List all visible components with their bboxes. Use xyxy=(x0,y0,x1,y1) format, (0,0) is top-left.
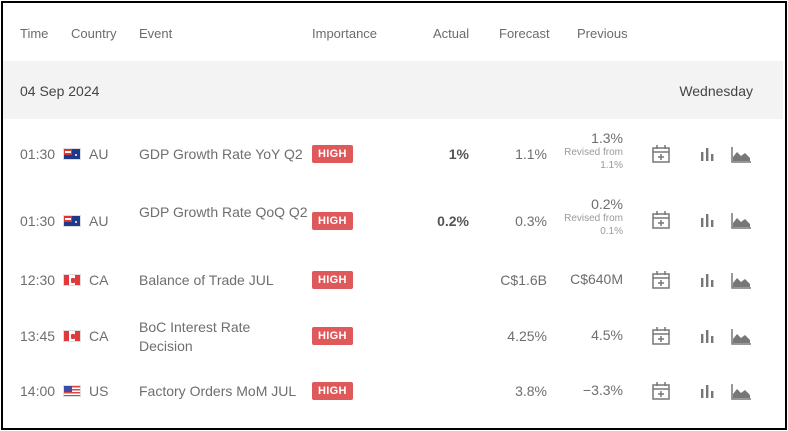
bar-chart-icon[interactable] xyxy=(696,325,718,347)
importance-badge: HIGH xyxy=(312,212,353,230)
country-code: CA xyxy=(89,272,109,288)
event-time: 14:00 xyxy=(20,383,56,399)
header-actual: Actual xyxy=(433,26,470,41)
previous-value: 4.5% xyxy=(591,327,623,343)
area-chart-icon[interactable] xyxy=(730,209,752,231)
table-row[interactable]: 01:30 AU GDP Growth Rate QoQ Q2 HIGH 0.2… xyxy=(3,187,785,252)
date-group-header: 04 Sep 2024 Wednesday xyxy=(3,61,783,119)
calendar-add-icon[interactable] xyxy=(650,325,672,347)
bar-chart-icon[interactable] xyxy=(696,380,718,402)
forecast-value: 0.3% xyxy=(515,213,547,229)
country-code: CA xyxy=(89,328,109,344)
table-row[interactable]: 01:30 AU GDP Growth Rate YoY Q2 HIGH 1% … xyxy=(3,119,785,187)
area-chart-icon[interactable] xyxy=(730,269,752,291)
bar-chart-icon[interactable] xyxy=(696,269,718,291)
importance-badge: HIGH xyxy=(312,382,353,400)
event-name[interactable]: BoC Interest Rate Decision xyxy=(139,319,251,354)
revised-value: 1.1% xyxy=(600,160,623,171)
calendar-add-icon[interactable] xyxy=(650,269,672,291)
table-row[interactable]: 14:00 US Factory Orders MoM JUL HIGH 3.8… xyxy=(3,363,785,418)
calendar-add-icon[interactable] xyxy=(650,380,672,402)
area-chart-icon[interactable] xyxy=(730,380,752,402)
area-chart-icon[interactable] xyxy=(730,325,752,347)
event-time: 01:30 xyxy=(20,146,56,162)
country-code: AU xyxy=(89,213,109,229)
weekday-label: Wednesday xyxy=(679,83,753,99)
event-time: 13:45 xyxy=(20,328,56,344)
united-states-flag-icon xyxy=(63,385,81,397)
event-time: 12:30 xyxy=(20,272,56,288)
previous-value: C$640M xyxy=(570,271,623,287)
forecast-value: 1.1% xyxy=(515,146,547,162)
importance-badge: HIGH xyxy=(312,145,353,163)
country-code: AU xyxy=(89,146,109,162)
actual-value: 1% xyxy=(448,146,469,162)
header-importance: Importance xyxy=(312,26,378,41)
table-row[interactable]: 12:30 CA Balance of Trade JUL HIGH C$1.6… xyxy=(3,252,785,307)
revised-label: Revised from xyxy=(564,147,623,158)
previous-value: 0.2% Revised from 0.1% xyxy=(564,197,623,238)
calendar-add-icon[interactable] xyxy=(650,209,672,231)
header-event: Event xyxy=(139,26,173,41)
header-time: Time xyxy=(20,26,49,41)
revised-value: 0.1% xyxy=(600,226,623,237)
forecast-value: C$1.6B xyxy=(500,272,547,288)
bar-chart-icon[interactable] xyxy=(696,209,718,231)
header-forecast: Forecast xyxy=(499,26,550,41)
previous-number: 1.3% xyxy=(591,130,623,146)
canada-flag-icon xyxy=(63,274,81,286)
importance-badge: HIGH xyxy=(312,271,353,289)
importance-badge: HIGH xyxy=(312,327,353,345)
previous-number: 0.2% xyxy=(591,196,623,212)
header-previous: Previous xyxy=(577,26,628,41)
event-name[interactable]: GDP Growth Rate YoY Q2 xyxy=(139,146,303,162)
table-row[interactable]: 13:45 CA BoC Interest Rate Decision HIGH… xyxy=(3,307,785,363)
previous-value: −3.3% xyxy=(582,382,623,398)
table-header: Time Country Event Importance Actual For… xyxy=(3,3,785,61)
revised-label: Revised from xyxy=(564,213,623,224)
australia-flag-icon xyxy=(63,148,81,160)
forecast-value: 4.25% xyxy=(507,328,547,344)
actual-value: 0.2% xyxy=(437,213,469,229)
event-name[interactable]: Balance of Trade JUL xyxy=(139,272,274,288)
event-time: 01:30 xyxy=(20,213,56,229)
bar-chart-icon[interactable] xyxy=(696,143,718,165)
canada-flag-icon xyxy=(63,330,81,342)
header-country: Country xyxy=(71,26,117,41)
forecast-value: 3.8% xyxy=(515,383,547,399)
country-code: US xyxy=(89,383,109,399)
event-name[interactable]: Factory Orders MoM JUL xyxy=(139,383,297,399)
date-label: 04 Sep 2024 xyxy=(20,83,100,99)
area-chart-icon[interactable] xyxy=(730,143,752,165)
calendar-add-icon[interactable] xyxy=(650,143,672,165)
event-name[interactable]: GDP Growth Rate QoQ Q2 xyxy=(139,204,308,220)
previous-value: 1.3% Revised from 1.1% xyxy=(564,131,623,172)
australia-flag-icon xyxy=(63,215,81,227)
